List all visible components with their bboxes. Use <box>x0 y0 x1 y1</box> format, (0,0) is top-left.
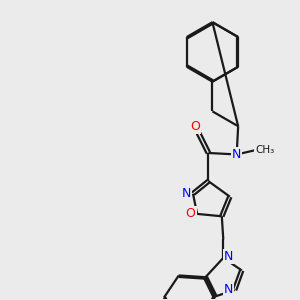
Text: N: N <box>224 284 233 296</box>
Text: O: O <box>190 120 200 133</box>
Text: CH₃: CH₃ <box>255 145 274 155</box>
Text: N: N <box>224 250 233 263</box>
Text: N: N <box>182 187 191 200</box>
Text: O: O <box>186 207 196 220</box>
Text: N: N <box>232 148 242 161</box>
